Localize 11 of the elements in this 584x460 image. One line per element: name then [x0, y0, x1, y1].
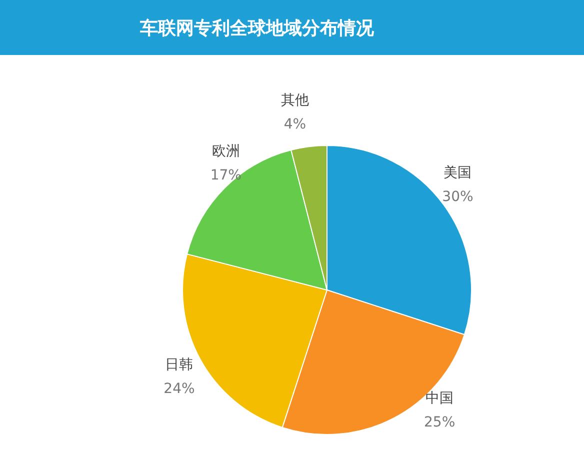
data-label: 17% — [210, 168, 242, 184]
slice-label: 中国 — [426, 390, 454, 407]
data-label: 4% — [284, 116, 306, 133]
slice-label: 日韩 — [165, 357, 194, 374]
chart-title: 车联网专利全球地域分布情况 — [140, 16, 374, 40]
slice-label: 欧洲 — [212, 144, 240, 160]
slice-label: 美国 — [444, 165, 472, 182]
data-label: 30% — [442, 189, 474, 206]
data-label: 25% — [424, 414, 456, 431]
slice-label: 其他 — [281, 92, 309, 109]
data-label: 24% — [164, 381, 195, 398]
